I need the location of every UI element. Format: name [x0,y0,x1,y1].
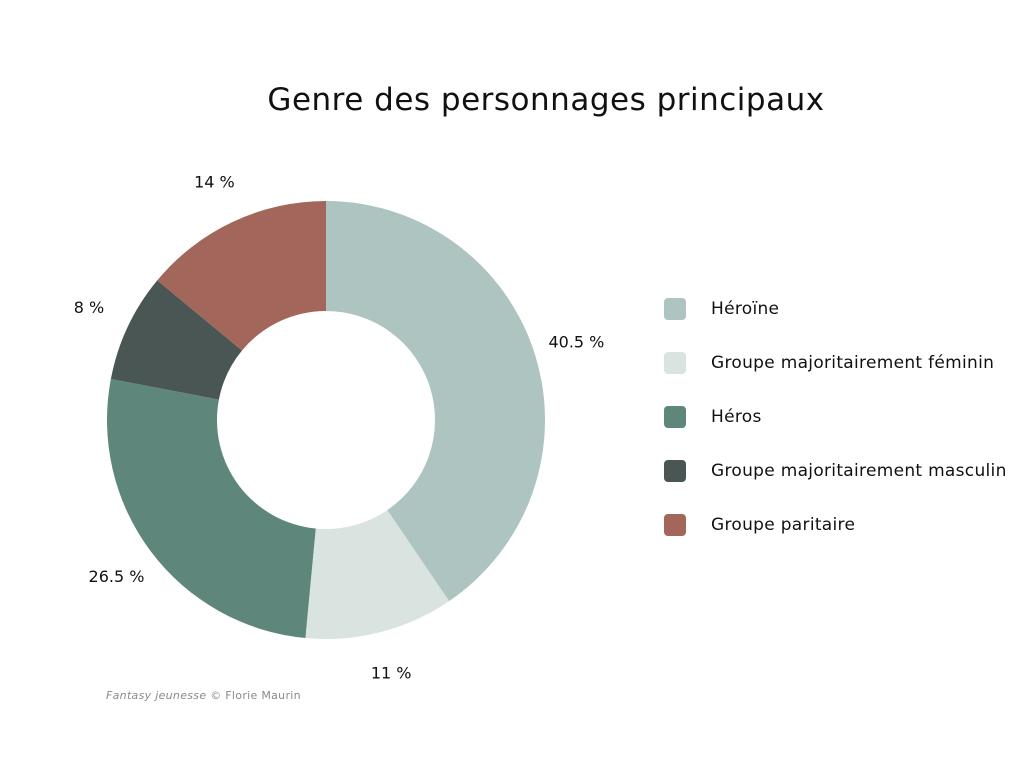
credit-work: Fantasy jeunesse [106,689,207,702]
legend-item-1: Héroïne [664,298,1007,352]
legend-swatch [664,352,686,374]
donut-chart: 40.5 % 11 % 26.5 % 8 % 14 % [74,172,605,682]
legend-item-2: Groupe majoritairement féminin [664,352,1007,406]
legend-swatch [664,298,686,320]
credit-author: © Florie Maurin [210,689,301,702]
donut-slice-5 [157,201,326,351]
chart-title: Genre des personnages principaux [267,82,825,118]
legend-item-5: Groupe paritaire [664,514,1007,568]
slice-data-label-5: 14 % [194,172,235,191]
legend-item-4: Groupe majoritairement masculin [664,460,1007,514]
legend-label: Groupe majoritairement féminin [711,353,995,373]
donut-slice-2 [305,510,450,639]
slice-data-label-4: 8 % [74,298,104,317]
legend-label: Héroïne [711,299,780,319]
slice-data-label-2: 11 % [371,663,412,682]
legend-swatch [664,406,686,428]
slice-data-label-1: 40.5 % [548,332,604,351]
legend-swatch [664,514,686,536]
donut-slice-1 [326,201,545,602]
donut-slice-4 [110,280,243,400]
legend-label: Groupe majoritairement masculin [711,461,1007,481]
credit-line: Fantasy jeunesse © Florie Maurin [106,689,301,702]
legend-item-3: Héros [664,406,1007,460]
donut-slice-3 [107,378,316,639]
legend-label: Groupe paritaire [711,515,856,535]
slice-data-label-3: 26.5 % [89,567,145,586]
legend-label: Héros [711,407,762,427]
legend-swatch [664,460,686,482]
chart-legend: Héroïne Groupe majoritairement féminin Hér… [664,298,1007,568]
